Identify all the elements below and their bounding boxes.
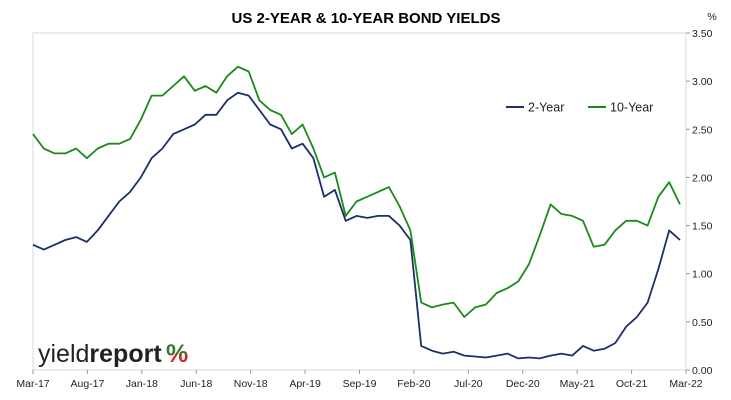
x-tick-label: Jan-18 bbox=[126, 378, 158, 390]
y-tick-label: 2.50 bbox=[692, 124, 713, 136]
x-tick-label: Aug-17 bbox=[70, 378, 104, 390]
legend-label: 10-Year bbox=[610, 101, 653, 115]
x-tick-label: Dec-20 bbox=[506, 378, 540, 390]
y-tick-label: 1.00 bbox=[692, 269, 713, 281]
svg-text:yieldreport: yieldreport bbox=[38, 340, 162, 368]
logo-percent-icon: % bbox=[166, 340, 188, 368]
y-tick-label: 3.00 bbox=[692, 76, 713, 88]
plot-border bbox=[32, 32, 687, 371]
y-tick-label: 1.50 bbox=[692, 221, 713, 233]
logo-text-yield: yield bbox=[38, 340, 89, 368]
plot-area bbox=[32, 32, 687, 371]
y-axis: 0.00 0.50 1.00 1.50 2.00 2.50 3.00 3.50 bbox=[686, 28, 713, 377]
x-tick-label: Nov-18 bbox=[234, 378, 268, 390]
x-tick-label: Apr-19 bbox=[289, 378, 321, 390]
x-tick-label: Sep-19 bbox=[343, 378, 377, 390]
legend: 2-Year 10-Year bbox=[506, 101, 653, 115]
series-line-10-year bbox=[32, 65, 681, 318]
y-unit-label: % bbox=[707, 11, 716, 23]
series-layer bbox=[32, 65, 681, 360]
x-tick-label: Jul-20 bbox=[454, 378, 483, 390]
y-tick-label: 0.50 bbox=[692, 317, 713, 329]
chart-title: US 2-YEAR & 10-YEAR BOND YIELDS bbox=[232, 10, 501, 27]
x-axis: Mar-17 Aug-17 Jan-18 Jun-18 Nov-18 Apr-19 Sep-… bbox=[16, 370, 703, 390]
y-tick-label: 0.00 bbox=[692, 365, 713, 377]
x-tick-label: Oct-21 bbox=[616, 378, 648, 390]
yieldreport-logo: yieldreport % bbox=[38, 340, 188, 368]
legend-label: 2-Year bbox=[528, 101, 564, 115]
x-tick-label: Feb-20 bbox=[397, 378, 430, 390]
x-tick-label: Jun-18 bbox=[180, 378, 212, 390]
y-tick-label: 3.50 bbox=[692, 28, 713, 40]
logo-text-report: report bbox=[89, 340, 162, 368]
x-tick-label: May-21 bbox=[560, 378, 595, 390]
series-line-2-year bbox=[32, 91, 681, 360]
x-tick-label: Mar-22 bbox=[669, 378, 702, 390]
y-tick-label: 2.00 bbox=[692, 172, 713, 184]
x-tick-label: Mar-17 bbox=[16, 378, 49, 390]
